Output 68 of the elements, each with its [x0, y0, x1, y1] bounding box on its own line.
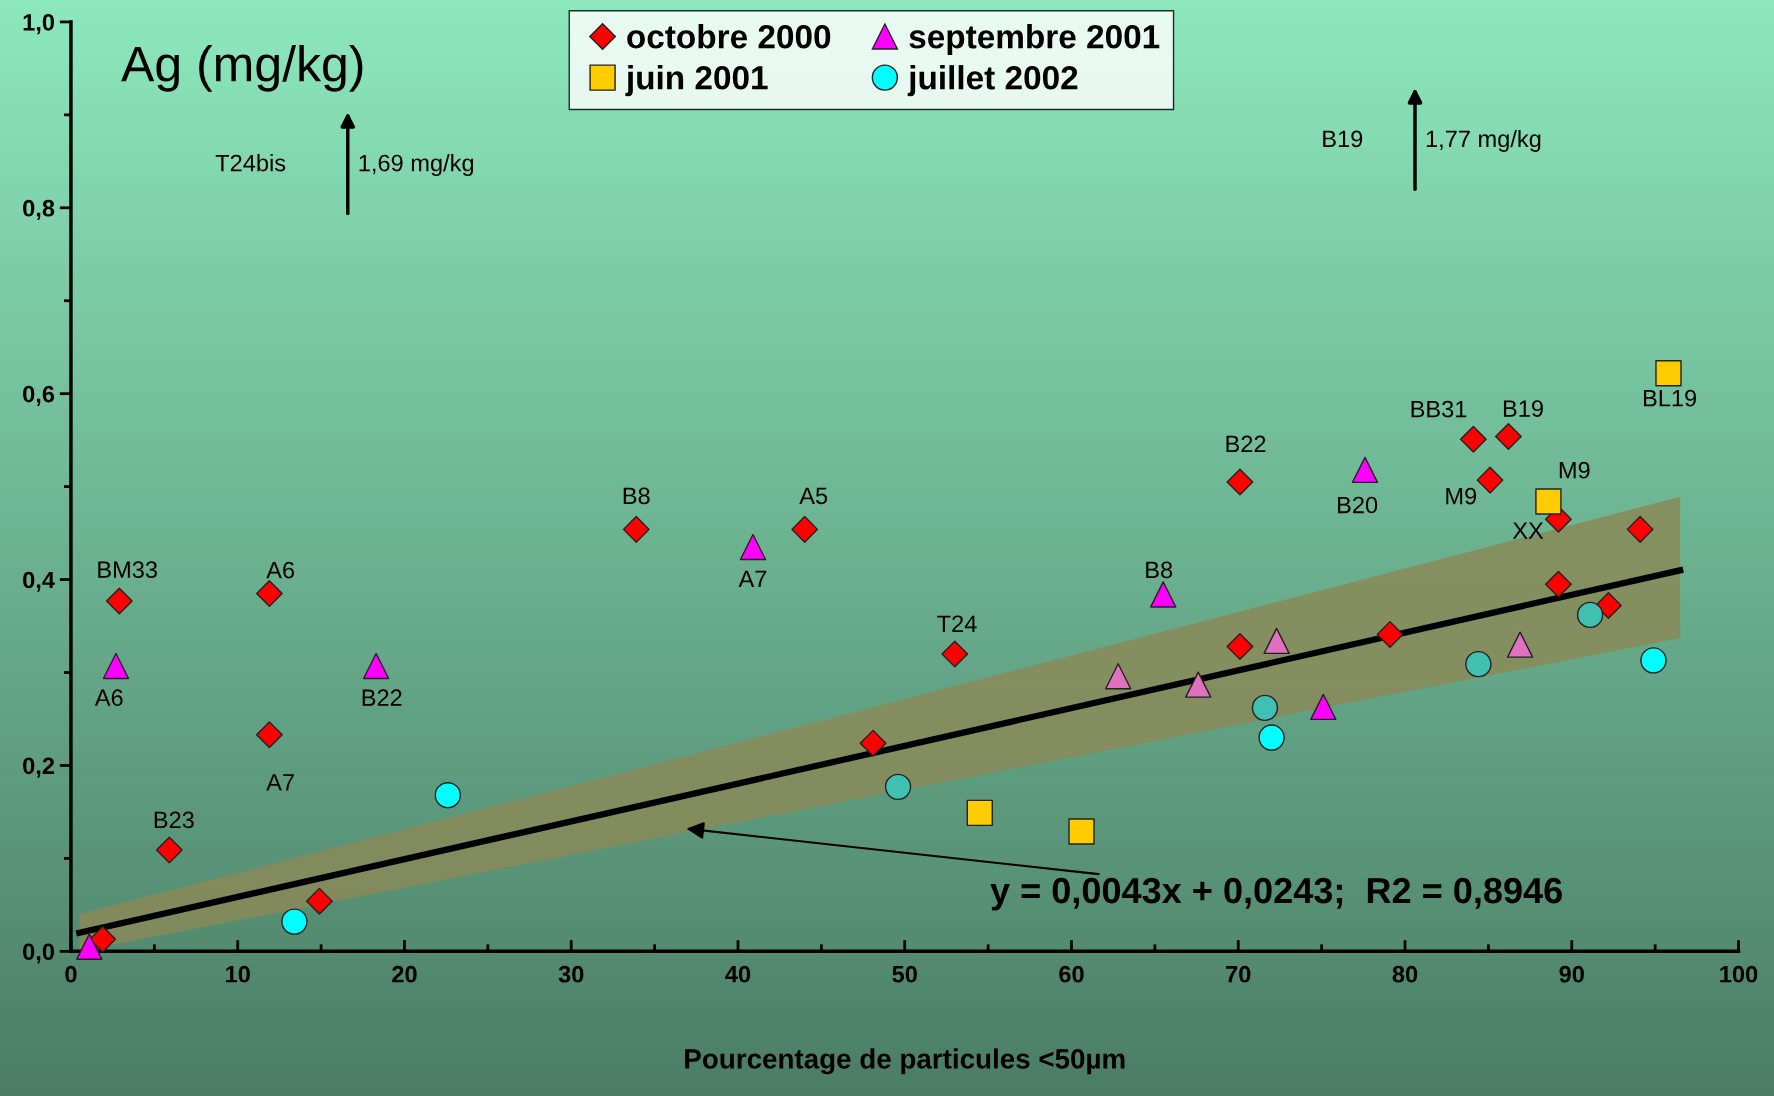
legend-label: juin 2001: [625, 65, 768, 97]
annotation: XX: [1512, 522, 1544, 539]
annotation: y = 0,0043x + 0,0243; R2 = 0,8946: [990, 877, 1562, 911]
x-tick-label: 100: [1720, 965, 1758, 983]
point: [966, 799, 993, 827]
x-tick-label: 60: [1059, 965, 1084, 983]
annotation: 1,77 mg/kg: [1426, 129, 1541, 152]
point: [1226, 633, 1254, 660]
annotation: BL19: [1643, 389, 1697, 407]
annotation: BM33: [98, 561, 157, 579]
legend-label: octobre 2000: [627, 24, 831, 49]
annotation: B19: [1503, 400, 1543, 417]
annotation: B20: [1338, 496, 1378, 514]
x-tick-label: 20: [392, 965, 417, 983]
point: [1506, 631, 1534, 658]
y-tick-label: 0,8: [23, 199, 55, 221]
x-tick-label: 30: [558, 965, 584, 983]
annotation: B23: [154, 811, 194, 829]
annotation: T24: [937, 615, 977, 632]
point: [1351, 456, 1379, 484]
x-tick-label: 10: [226, 965, 250, 983]
point: [1310, 693, 1337, 721]
point: [1655, 360, 1682, 387]
chart-title: Ag (mg/kg): [121, 45, 363, 92]
annotation: BB31: [1411, 400, 1467, 418]
y-tick-label: 0,6: [23, 385, 55, 406]
point: [102, 652, 130, 680]
point: [1376, 620, 1404, 648]
x-tick-label: 40: [725, 965, 751, 983]
x-tick-label: 70: [1226, 965, 1251, 983]
y-tick-label: 0,2: [23, 757, 55, 778]
legend-label: septembre 2001: [909, 24, 1160, 56]
point: [1626, 515, 1654, 543]
point: [1150, 581, 1177, 608]
point: [1263, 627, 1290, 655]
x-tick-label: 80: [1392, 965, 1418, 983]
point: [155, 836, 183, 864]
point: [1068, 818, 1095, 845]
y-tick-label: 1,0: [23, 13, 55, 35]
annotation: B8: [623, 487, 650, 505]
point: [1535, 488, 1562, 515]
annotation: A5: [799, 487, 828, 505]
annotation: B22: [1226, 435, 1266, 453]
legend-label: juillet 2002: [907, 65, 1078, 97]
annotation: A7: [266, 774, 294, 791]
annotation: M9: [1446, 487, 1477, 505]
point: [76, 933, 103, 960]
annotation: B19: [1323, 130, 1363, 148]
point: [739, 533, 767, 561]
annotation: T24bis: [215, 154, 286, 172]
annotation: M9: [1559, 461, 1590, 479]
annotation: 1,69 mg/kg: [359, 154, 474, 177]
point: [1185, 671, 1212, 698]
x-tick-label: 90: [1559, 965, 1584, 983]
annotation: A6: [94, 689, 123, 707]
point: [105, 587, 133, 615]
annotation: A6: [266, 561, 295, 579]
x-axis-title: Pourcentage de particules <50µm: [685, 1048, 1125, 1075]
y-tick-label: 0,0: [23, 943, 55, 964]
point: [1104, 663, 1132, 690]
annotation: A7: [738, 570, 767, 587]
x-tick-label: 50: [892, 965, 917, 983]
annotation: B22: [362, 689, 402, 706]
annotation: B8: [1146, 561, 1173, 579]
point: [305, 887, 333, 915]
point: [362, 652, 390, 680]
y-tick-label: 0,4: [23, 571, 55, 592]
x-tick-label: 0: [65, 965, 77, 983]
